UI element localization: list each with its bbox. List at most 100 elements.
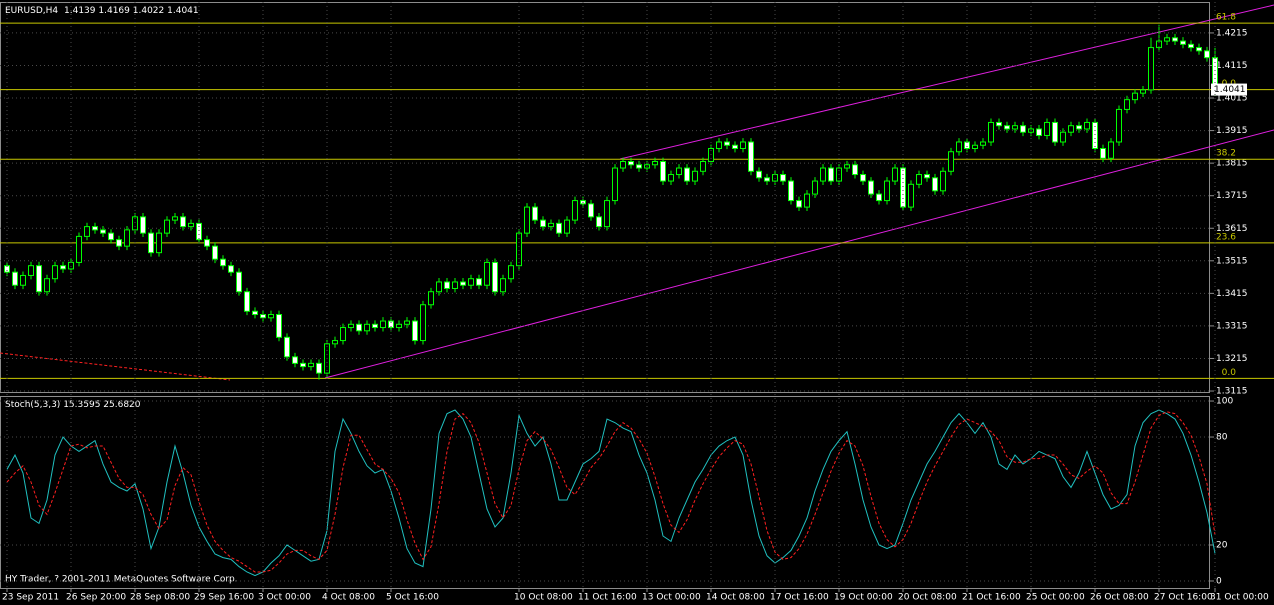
candle-body <box>900 167 906 208</box>
candle-body <box>516 232 522 267</box>
x-tick-label: 19 Oct 00:00 <box>834 593 893 603</box>
x-tick-label: 26 Oct 08:00 <box>1090 593 1149 603</box>
candle-body <box>228 265 234 273</box>
candle-body <box>628 161 634 166</box>
candle-body <box>756 170 762 179</box>
candle-body <box>1004 125 1010 130</box>
candle-body <box>860 174 866 182</box>
x-tick-label: 13 Oct 00:00 <box>642 593 701 603</box>
candle-body <box>140 216 146 234</box>
candle-body <box>372 323 378 329</box>
candle-body <box>924 174 930 179</box>
candle-body <box>980 141 986 146</box>
stoch-line <box>6 411 1216 573</box>
candle-body <box>972 144 978 149</box>
candle-body <box>572 200 578 221</box>
candle-body <box>412 320 418 342</box>
candle-body <box>300 362 306 368</box>
x-tick-label: 17 Oct 16:00 <box>770 593 829 603</box>
x-tick-label: 27 Oct 16:00 <box>1154 593 1213 603</box>
candle-body <box>452 281 458 289</box>
candle-body <box>1156 40 1162 49</box>
candle-body <box>596 216 602 228</box>
candle-body <box>100 229 106 234</box>
candle-body <box>156 232 162 254</box>
y-tick-label: 1.3115 <box>1216 387 1248 397</box>
candle-body <box>476 278 482 286</box>
candle-body <box>204 239 210 247</box>
candle-body <box>956 141 962 153</box>
stoch-header: Stoch(5,3,3) 15.3595 25.6820 <box>5 400 141 410</box>
candle-body <box>1084 121 1090 130</box>
candle-body <box>540 219 546 228</box>
candle-body <box>508 265 514 280</box>
candle-body <box>796 200 802 208</box>
price-box <box>1211 83 1247 96</box>
candle-body <box>748 141 754 172</box>
x-tick-label: 10 Oct 08:00 <box>514 593 573 603</box>
x-tick-label: 29 Sep 16:00 <box>194 593 254 603</box>
candle-body <box>44 278 50 293</box>
candle-body <box>772 174 778 182</box>
candle-body <box>52 265 58 280</box>
y-tick-label: 1.4115 <box>1216 61 1248 71</box>
y-tick-label: 20 <box>1216 540 1228 550</box>
candle-body <box>252 310 258 316</box>
candle-body <box>236 271 242 293</box>
y-tick-label: 80 <box>1216 433 1228 443</box>
candle-body <box>116 239 122 247</box>
candle-body <box>700 161 706 172</box>
candle-body <box>1148 47 1154 91</box>
channel-upper <box>619 4 1274 160</box>
candle-body <box>396 323 402 329</box>
candle-body <box>124 229 130 247</box>
candle-body <box>852 164 858 176</box>
candle-body <box>708 147 714 163</box>
drawn-trendline <box>0 352 231 381</box>
candle-body <box>1188 43 1194 49</box>
x-tick-label: 5 Oct 16:00 <box>386 593 439 603</box>
candle-body <box>388 320 394 329</box>
candle-body <box>868 180 874 195</box>
candle-body <box>916 174 922 185</box>
candle-body <box>684 167 690 182</box>
fib-level-label: 61.8 <box>1216 13 1236 23</box>
candle-body <box>356 323 362 332</box>
candle-body <box>316 362 322 374</box>
x-tick-label: 28 Sep 08:00 <box>130 593 190 603</box>
candle-body <box>276 314 282 338</box>
candle-body <box>108 232 114 241</box>
y-tick-label: 0 <box>1216 576 1222 586</box>
y-tick-label: 1.3315 <box>1216 321 1248 331</box>
candle-body <box>60 265 66 270</box>
candle-body <box>260 314 266 319</box>
candle-body <box>940 170 946 192</box>
candle-body <box>1060 131 1066 143</box>
stoch-line <box>6 409 1216 577</box>
candle-body <box>988 121 994 143</box>
main-header: EURUSD,H4 1.4139 1.4169 1.4022 1.4041 <box>5 6 199 16</box>
candle-body <box>436 281 442 293</box>
candle-body <box>764 177 770 182</box>
candle-body <box>212 245 218 260</box>
candle-body <box>804 193 810 208</box>
candle-body <box>12 271 18 286</box>
candle-body <box>884 180 890 202</box>
candle-body <box>948 151 954 172</box>
candle-body <box>244 291 250 312</box>
candle-body <box>732 144 738 149</box>
stoch-signal-value: 25.6820 <box>103 400 140 410</box>
fib-level-label: 23.6 <box>1216 232 1236 242</box>
candle-body <box>1204 50 1210 59</box>
symbol-title: EURUSD,H4 <box>5 6 58 16</box>
candle-body <box>20 274 26 286</box>
y-tick-label: 1.3215 <box>1216 354 1248 364</box>
stoch-title: Stoch(5,3,3) <box>5 400 60 410</box>
candle-body <box>172 216 178 221</box>
candle-body <box>652 161 658 166</box>
candle-body <box>932 177 938 192</box>
x-tick-label: 14 Oct 08:00 <box>706 593 765 603</box>
y-tick-label: 1.3515 <box>1216 256 1248 266</box>
y-tick-label: 1.3915 <box>1216 126 1248 136</box>
